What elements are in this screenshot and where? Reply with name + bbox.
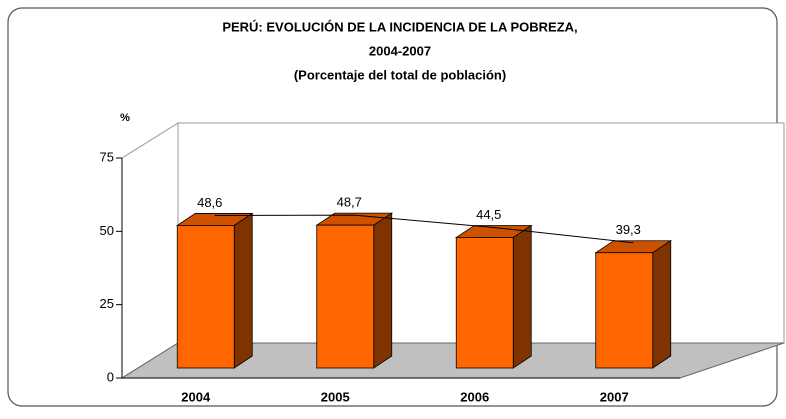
y-axis-label: % — [120, 112, 130, 124]
x-tick-label: 2006 — [460, 389, 489, 404]
value-label: 39,3 — [616, 222, 641, 237]
bar — [176, 225, 235, 369]
y-tick-label: 50 — [100, 223, 114, 238]
y-tick-label: 75 — [100, 149, 114, 164]
bar-side — [512, 224, 532, 369]
bar-side — [652, 239, 672, 369]
x-tick-label: 2005 — [321, 389, 350, 404]
chart-subtitle: (Porcentaje del total de población) — [294, 67, 506, 82]
x-tick-label: 2004 — [181, 389, 211, 404]
value-label: 48,6 — [197, 195, 222, 210]
y-tick-label: 25 — [100, 296, 114, 311]
x-tick-label: 2007 — [600, 389, 629, 404]
bar-side — [373, 212, 393, 369]
y-tick-label: 0 — [107, 369, 114, 384]
chart-title: PERÚ: EVOLUCIÓN DE LA INCIDENCIA DE LA P… — [222, 19, 577, 34]
bar — [595, 252, 654, 369]
trend-line — [214, 214, 634, 244]
bar-side — [233, 212, 253, 369]
bar — [455, 237, 514, 369]
bar — [316, 224, 375, 369]
left-wall — [121, 122, 179, 379]
value-label: 44,5 — [476, 207, 501, 222]
chart-title: 2004-2007 — [369, 43, 431, 58]
value-label: 48,7 — [337, 195, 362, 210]
